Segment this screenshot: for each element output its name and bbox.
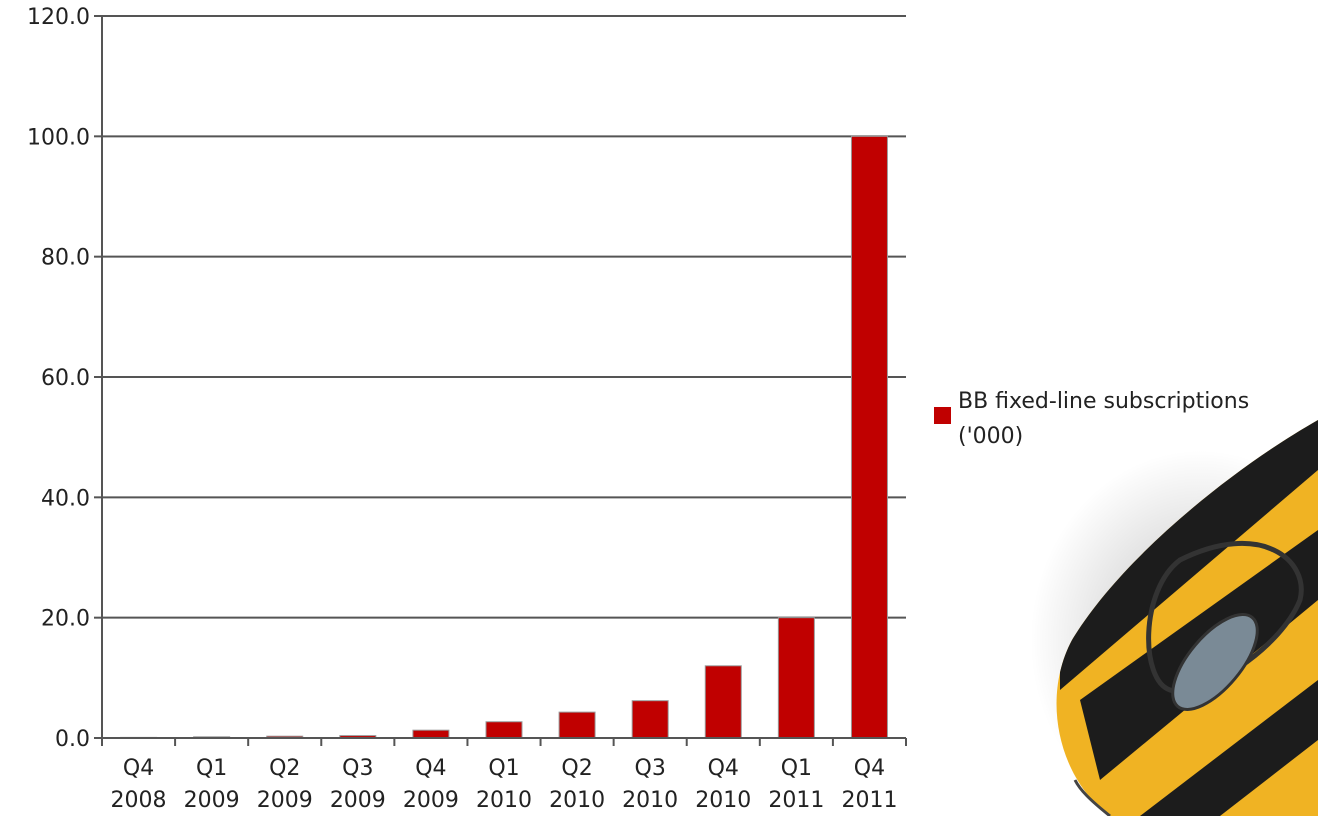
x-tick-label: Q4 2008 <box>111 756 167 813</box>
bar <box>412 729 450 739</box>
bar <box>777 617 815 739</box>
gridlines <box>102 15 906 619</box>
bars <box>120 135 888 739</box>
x-tick-label: Q1 2009 <box>184 756 240 813</box>
y-tick-label: 40.0 <box>41 486 90 511</box>
y-tick-label: 20.0 <box>41 607 90 632</box>
x-tick-label: Q4 2009 <box>403 756 459 813</box>
y-tick-label: 60.0 <box>41 366 90 391</box>
x-tick-label: Q1 2010 <box>476 756 532 813</box>
y-tick-label: 100.0 <box>27 125 90 150</box>
bar <box>704 665 742 739</box>
legend-swatch <box>934 407 951 424</box>
y-tick-label: 120.0 <box>27 5 90 30</box>
y-tick-label: 80.0 <box>41 246 90 271</box>
bar <box>631 700 669 739</box>
svg-text:BB fixed-line subscriptions: BB fixed-line subscriptions ('000) <box>958 389 1256 449</box>
bar <box>850 135 888 739</box>
x-axis-ticks: Q4 2008 Q1 2009 Q2 2009 Q3 2009 Q4 2009 Q1 2010 Q2 20… <box>101 738 907 813</box>
legend-label-line2: ('000) <box>958 424 1023 449</box>
x-tick-label: Q4 2010 <box>695 756 751 813</box>
mouse-illustration <box>1030 420 1318 816</box>
bar <box>558 711 596 739</box>
bar <box>485 721 523 739</box>
legend-label-line1: BB fixed-line subscriptions <box>958 389 1249 414</box>
x-tick-label: Q3 2009 <box>330 756 386 813</box>
x-tick-label: Q2 2010 <box>549 756 605 813</box>
y-axis-ticks: 0.0 20.0 40.0 60.0 80.0 100.0 120.0 <box>27 5 102 752</box>
x-tick-label: Q3 2010 <box>622 756 678 813</box>
x-tick-label: Q2 2009 <box>257 756 313 813</box>
legend: BB fixed-line subscriptions ('000) <box>934 389 1256 449</box>
y-tick-label: 0.0 <box>55 727 90 752</box>
x-tick-label: Q4 2011 <box>841 756 897 813</box>
x-tick-label: Q1 2011 <box>768 756 824 813</box>
